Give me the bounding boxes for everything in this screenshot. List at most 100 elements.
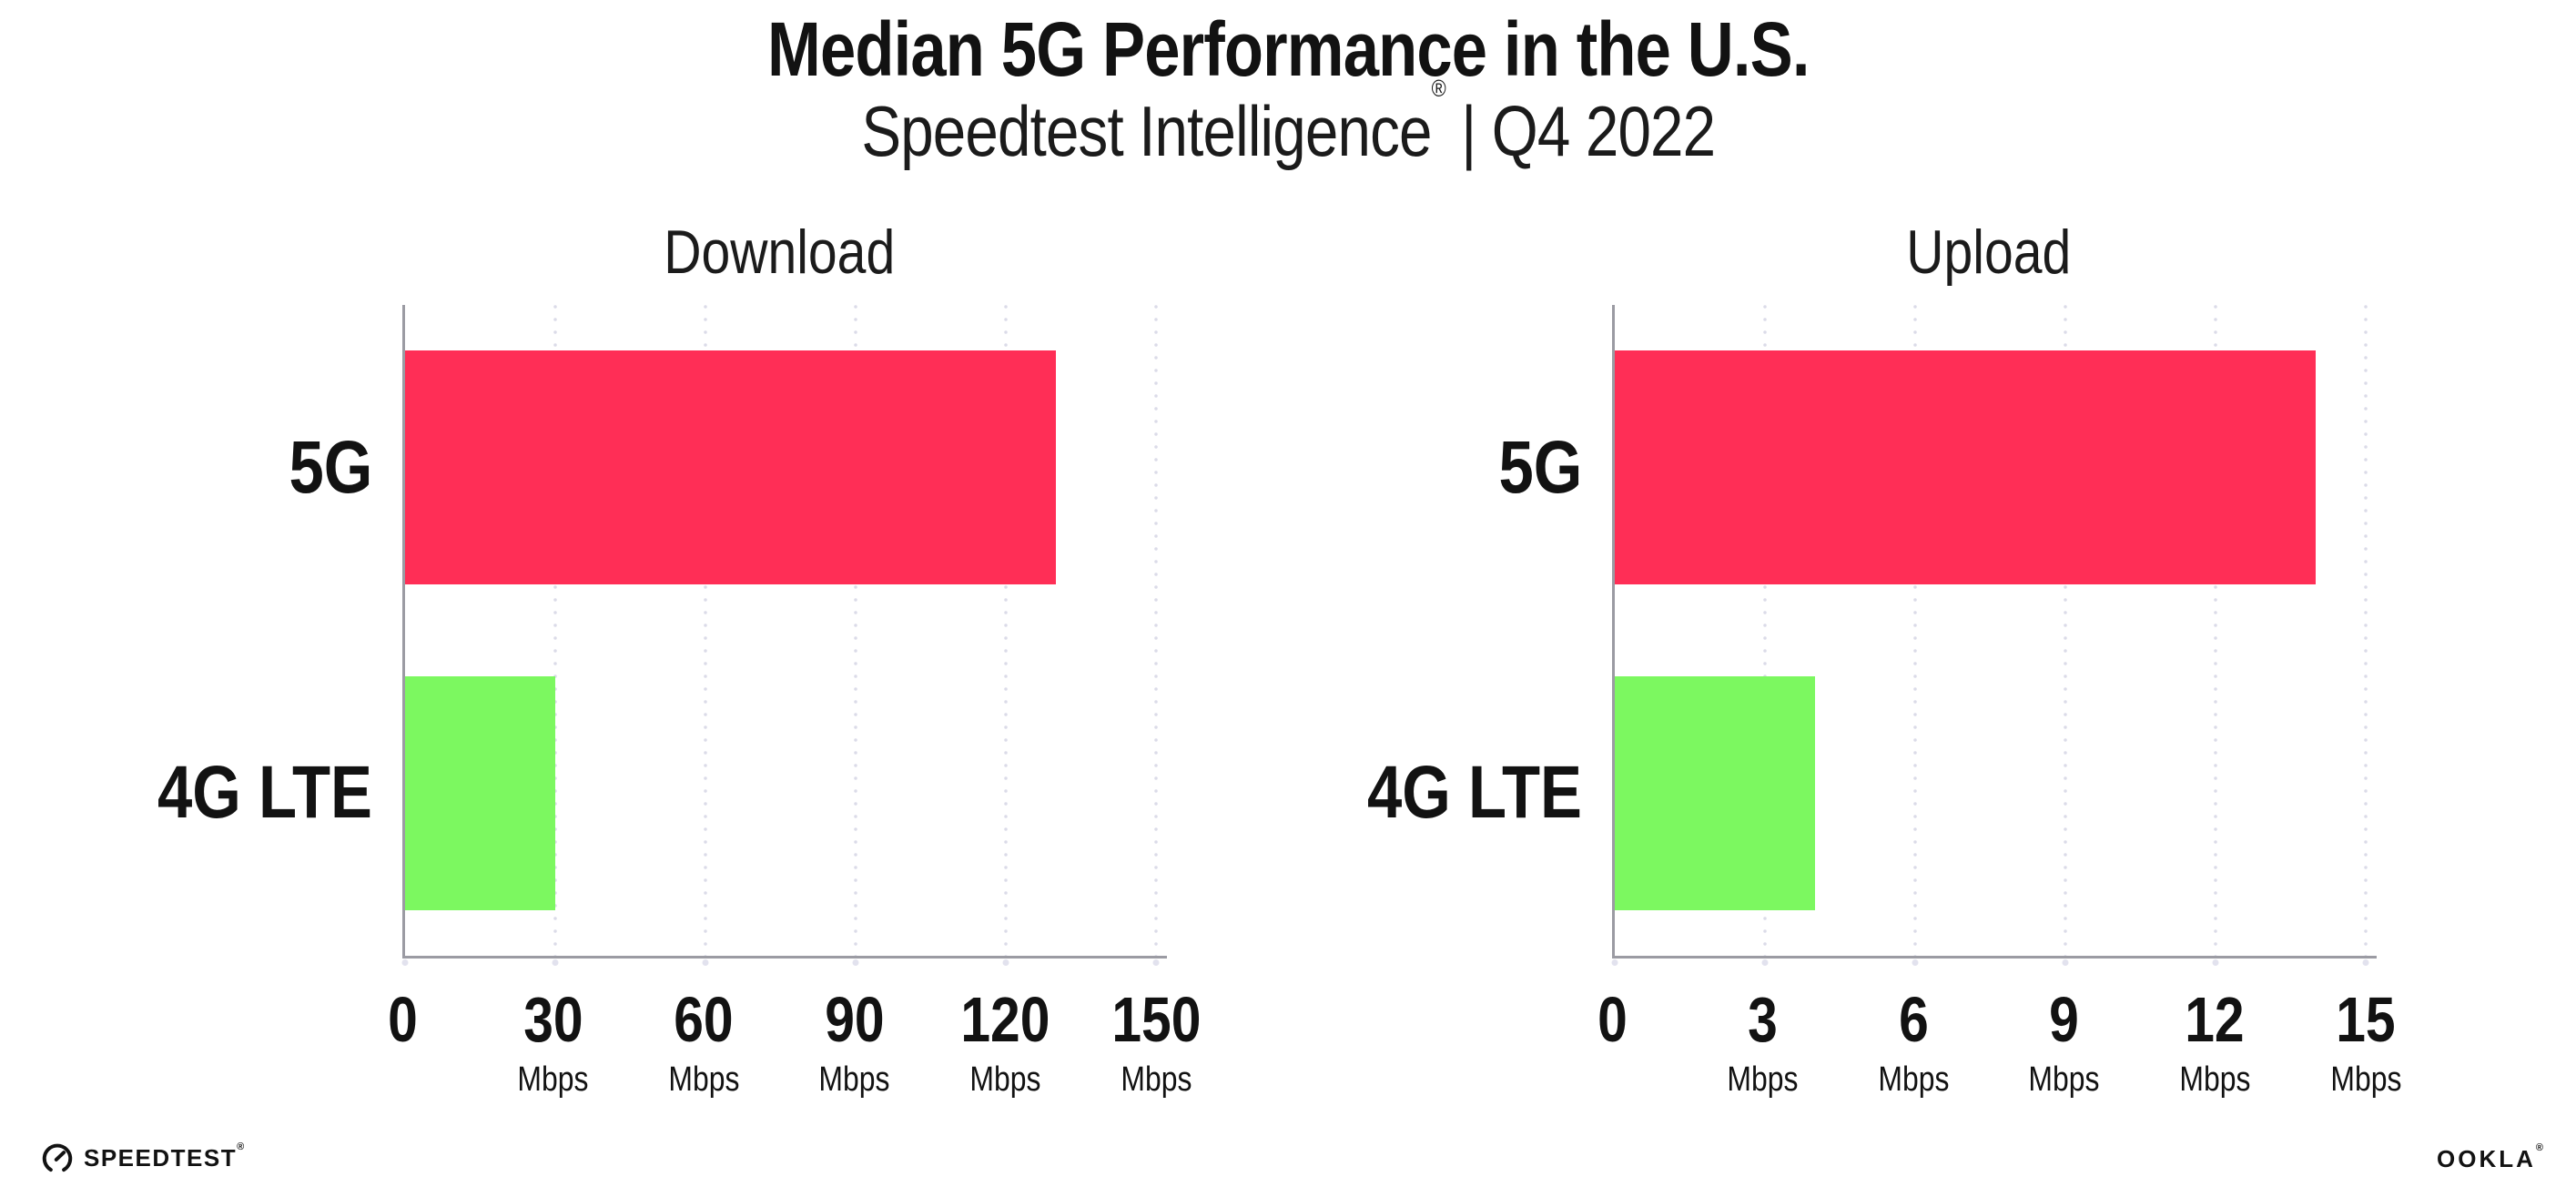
ookla-wordmark-text: OOKLA bbox=[2437, 1145, 2536, 1172]
axis-tick-label: 6 Mbps bbox=[1768, 988, 2059, 1097]
subtitle-brand: Speedtest Intelligence bbox=[861, 91, 1432, 171]
tick-value-text: 0 bbox=[387, 984, 418, 1055]
axis-tick-mark bbox=[2062, 959, 2069, 966]
tick-value-text: 15 bbox=[2336, 984, 2396, 1055]
vertical-gridline bbox=[2064, 305, 2067, 956]
ookla-logo: OOKLA® bbox=[2437, 1142, 2543, 1173]
axis-tick-mark bbox=[2212, 959, 2219, 966]
tick-unit-text: Mbps bbox=[517, 1060, 589, 1099]
axis-tick-mark bbox=[1002, 959, 1009, 966]
speedtest-wordmark: SPEEDTEST® bbox=[84, 1141, 244, 1172]
axis-tick-label: 60 Mbps bbox=[558, 988, 849, 1097]
axis-tick-mark bbox=[702, 959, 709, 966]
axis-tick-mark bbox=[2362, 959, 2369, 966]
tick-unit: Mbps bbox=[1010, 1062, 1302, 1097]
category-label-4g-lte: 4G LTE bbox=[1326, 756, 1582, 830]
upload-axis-ticks: 0 3 Mbps 6 Mbps 9 Mbps 12 Mbps 15 Mbps bbox=[1597, 988, 2401, 1170]
axis-tick-label: 3 Mbps bbox=[1618, 988, 1909, 1097]
axis-tick-mark bbox=[852, 959, 859, 966]
bar-4g-lte bbox=[405, 675, 555, 910]
axis-tick-label: 120 Mbps bbox=[859, 988, 1151, 1097]
category-label-text: 4G LTE bbox=[157, 751, 372, 835]
vertical-gridline bbox=[1154, 305, 1158, 956]
axis-tick-label: 9 Mbps bbox=[1919, 988, 2210, 1097]
tick-value-text: 120 bbox=[960, 984, 1050, 1055]
category-label-text: 5G bbox=[289, 425, 372, 509]
axis-tick-label: 0 bbox=[257, 988, 548, 1051]
tick-unit: Mbps bbox=[1919, 1062, 2210, 1097]
tick-value: 9 bbox=[1919, 988, 2210, 1051]
axis-tick-mark bbox=[1152, 959, 1160, 966]
tick-unit-text: Mbps bbox=[969, 1060, 1041, 1099]
axis-tick-label: 0 bbox=[1466, 988, 1758, 1051]
tick-value: 150 bbox=[1010, 988, 1302, 1051]
tick-value: 90 bbox=[709, 988, 1000, 1051]
speedtest-wordmark-text: SPEEDTEST bbox=[84, 1143, 238, 1172]
axis-tick-label: 150 Mbps bbox=[1010, 988, 1302, 1097]
tick-unit: Mbps bbox=[558, 1062, 849, 1097]
subtitle-period: | Q4 2022 bbox=[1445, 91, 1716, 171]
page-title-row: Median 5G Performance in the U.S. bbox=[0, 9, 2576, 89]
tick-unit-text: Mbps bbox=[1878, 1060, 1950, 1099]
download-chart: Download 5G 4G LTE 0 30 Mbps 60 Mbps 90 Mbps 120… bbox=[157, 221, 1201, 1097]
tick-unit: Mbps bbox=[859, 1062, 1151, 1097]
axis-tick-label: 15 Mbps bbox=[2220, 988, 2511, 1097]
registered-trademark-symbol: ® bbox=[1431, 75, 1445, 102]
tick-unit: Mbps bbox=[2069, 1062, 2360, 1097]
upload-chart-title: Upload bbox=[1612, 221, 2366, 283]
axis-tick-mark bbox=[1761, 959, 1769, 966]
vertical-gridline bbox=[2214, 305, 2217, 956]
tick-value-text: 60 bbox=[674, 984, 734, 1055]
ookla-trademark-symbol: ® bbox=[2535, 1142, 2543, 1154]
tick-unit: Mbps bbox=[1618, 1062, 1909, 1097]
vertical-gridline bbox=[704, 305, 707, 956]
upload-chart-title-text: Upload bbox=[1906, 218, 2072, 287]
download-chart-title-text: Download bbox=[663, 218, 896, 287]
tick-value-text: 90 bbox=[825, 984, 885, 1055]
tick-unit-text: Mbps bbox=[2179, 1060, 2251, 1099]
axis-tick-label: 90 Mbps bbox=[709, 988, 1000, 1097]
tick-value: 0 bbox=[1466, 988, 1758, 1051]
download-axis-ticks: 0 30 Mbps 60 Mbps 90 Mbps 120 Mbps 150 Mbps bbox=[388, 988, 1201, 1170]
tick-unit: Mbps bbox=[709, 1062, 1000, 1097]
tick-value-text: 6 bbox=[1898, 984, 1929, 1055]
upload-chart: Upload 5G 4G LTE 0 3 Mbps 6 Mbps 9 Mbps 12 Mbps 15… bbox=[1367, 221, 2401, 1097]
axis-tick-mark bbox=[401, 959, 409, 966]
page-subtitle: Speedtest Intelligence® | Q4 2022 bbox=[861, 76, 1716, 171]
tick-unit-text: Mbps bbox=[1727, 1060, 1799, 1099]
category-label-text: 4G LTE bbox=[1366, 751, 1582, 835]
tick-value-text: 0 bbox=[1597, 984, 1628, 1055]
bar-5g bbox=[405, 350, 1056, 585]
vertical-gridline bbox=[854, 305, 857, 956]
page-title: Median 5G Performance in the U.S. bbox=[766, 6, 1810, 92]
vertical-gridline bbox=[2364, 305, 2368, 956]
tick-value-text: 3 bbox=[1748, 984, 1778, 1055]
vertical-gridline bbox=[1004, 305, 1008, 956]
tick-unit: Mbps bbox=[1768, 1062, 2059, 1097]
tick-unit-text: Mbps bbox=[1120, 1060, 1192, 1099]
tick-value-text: 30 bbox=[522, 984, 583, 1055]
axis-tick-label: 30 Mbps bbox=[408, 988, 699, 1097]
tick-value-text: 150 bbox=[1111, 984, 1202, 1055]
tick-value: 30 bbox=[408, 988, 699, 1051]
tick-unit: Mbps bbox=[2220, 1062, 2511, 1097]
speedtest-gauge-icon bbox=[42, 1143, 73, 1174]
tick-value-text: 9 bbox=[2049, 984, 2080, 1055]
category-label-5g: 5G bbox=[1483, 430, 1582, 505]
tick-unit-text: Mbps bbox=[668, 1060, 740, 1099]
download-chart-title: Download bbox=[402, 221, 1156, 283]
page-subtitle-row: Speedtest Intelligence® | Q4 2022 bbox=[0, 76, 2576, 171]
tick-unit-text: Mbps bbox=[818, 1060, 890, 1099]
axis-tick-mark bbox=[1611, 959, 1618, 966]
category-label-5g: 5G bbox=[273, 425, 372, 509]
vertical-gridline bbox=[553, 305, 557, 956]
tick-unit: Mbps bbox=[408, 1062, 699, 1097]
tick-unit-text: Mbps bbox=[2329, 1060, 2402, 1099]
tick-value: 15 bbox=[2220, 988, 2511, 1051]
speedtest-logo: SPEEDTEST® bbox=[40, 1141, 244, 1175]
download-plot-area: 5G 4G LTE bbox=[157, 305, 1167, 966]
category-label-4g-lte: 4G LTE bbox=[117, 756, 372, 830]
vertical-gridline bbox=[1913, 305, 1917, 956]
tick-value: 6 bbox=[1768, 988, 2059, 1051]
